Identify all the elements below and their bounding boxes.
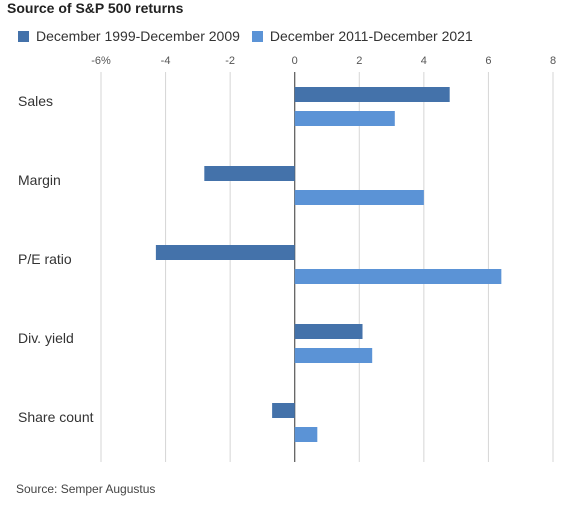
source-note: Source: Semper Augustus xyxy=(16,482,156,496)
bar-series-1 xyxy=(272,403,295,418)
category-label: Sales xyxy=(18,93,53,109)
x-tick-label: -4 xyxy=(161,55,171,67)
bar-series-1 xyxy=(204,166,295,181)
legend-item-series-2: December 2011-December 2021 xyxy=(251,28,473,44)
bar-series-2 xyxy=(294,348,373,363)
x-tick-label: 6 xyxy=(485,55,491,67)
bar-series-1 xyxy=(294,324,363,339)
category-label: P/E ratio xyxy=(18,251,72,267)
legend-swatch-series-1 xyxy=(18,30,29,42)
legend-swatch-series-2 xyxy=(251,30,263,42)
bar-series-2 xyxy=(294,190,424,205)
category-label: Margin xyxy=(18,172,61,188)
x-tick-label: -6% xyxy=(91,55,111,67)
bar-series-2 xyxy=(294,427,318,442)
category-label: Div. yield xyxy=(18,330,74,346)
x-tick-label: 2 xyxy=(356,55,362,67)
legend-label-series-2: December 2011-December 2021 xyxy=(269,28,473,44)
bar-series-1 xyxy=(294,87,450,102)
chart-title: Source of S&P 500 returns xyxy=(7,0,184,16)
bar-series-2 xyxy=(294,269,502,284)
x-tick-label: 0 xyxy=(292,55,298,67)
legend-item-series-1: December 1999-December 2009 xyxy=(18,28,240,44)
x-tick-label: -2 xyxy=(225,55,235,67)
legend-label-series-1: December 1999-December 2009 xyxy=(36,28,240,44)
category-label: Share count xyxy=(18,409,94,425)
bar-series-2 xyxy=(294,111,395,126)
x-tick-label: 4 xyxy=(421,55,427,67)
x-tick-label: 8 xyxy=(550,55,556,67)
bar-series-1 xyxy=(155,245,295,260)
chart-legend: December 1999-December 2009 December 201… xyxy=(18,28,485,44)
